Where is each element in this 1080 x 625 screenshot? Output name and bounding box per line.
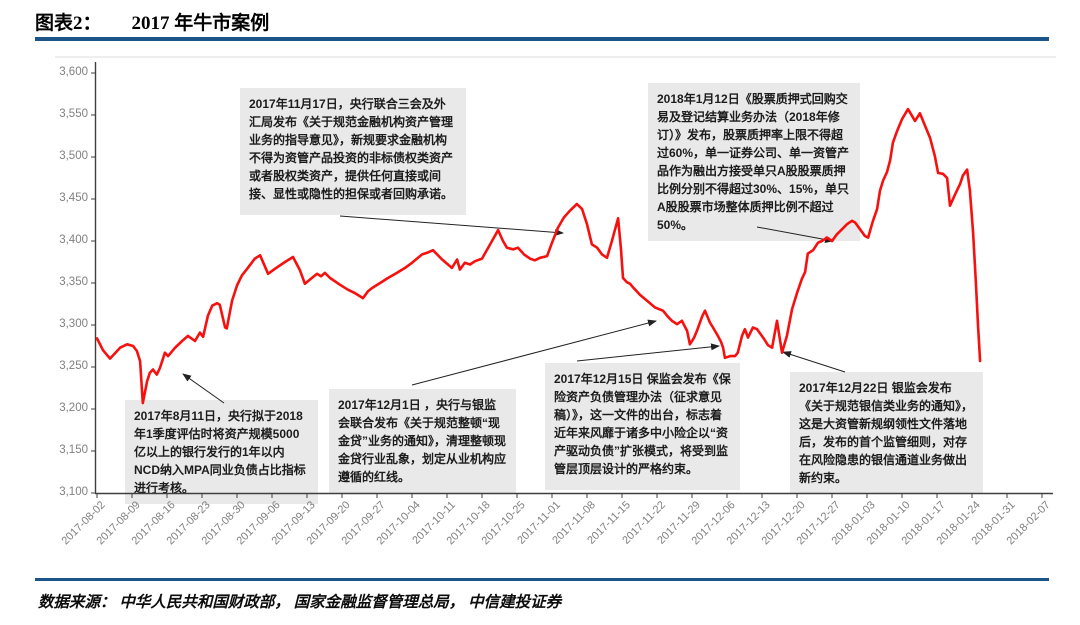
figure-title: 2017 年牛市案例 — [131, 13, 270, 34]
y-axis-label: 3,150 — [59, 444, 88, 456]
data-source-note: 数据来源： 中华人民共和国财政部， 国家金融监督管理总局， 中信建投证券 — [38, 594, 562, 611]
y-axis-label: 3,350 — [59, 276, 88, 288]
y-axis-label: 3,400 — [59, 234, 88, 246]
annotation-box: 2017年11月17日，央行联合三会及外汇局发布《关于规范金融机构资产管理业务的… — [240, 88, 466, 215]
figure-label: 图表2： — [35, 13, 102, 34]
y-axis-label: 3,500 — [59, 150, 88, 162]
y-axis-label: 3,550 — [59, 108, 88, 120]
y-axis-label: 3,300 — [59, 318, 88, 330]
annotation-box: 2017年8月11日，央行拟于2018年1季度评估时将资产规模5000亿以上的银… — [125, 400, 318, 504]
y-axis-label: 3,200 — [59, 402, 88, 414]
footer-divider — [35, 578, 1049, 581]
annotation-box: 2017年12月22日 银监会发布《关于规范银信类业务的通知》，这是大资管新规纲… — [790, 372, 983, 494]
y-axis-label: 3,100 — [59, 486, 88, 498]
annotation-box: 2017年12月15日 保监会发布《保险资产负债管理办法（征求意见稿）》，这一文… — [545, 363, 740, 490]
annotation-box: 2018年1月12日《股票质押式回购交易及登记结算业务办法（2018年修订）》发… — [648, 83, 860, 241]
y-axis-label: 3,600 — [59, 66, 88, 78]
y-axis-label: 3,450 — [59, 192, 88, 204]
annotation-box: 2017年12月1日 ，央行与银监会联合发布《关于规范整顿“现金贷”业务的通知》… — [329, 389, 516, 493]
figure-header: 图表2： 2017 年牛市案例 — [35, 8, 269, 35]
header-divider — [35, 37, 1049, 41]
y-axis-label: 3,250 — [59, 360, 88, 372]
